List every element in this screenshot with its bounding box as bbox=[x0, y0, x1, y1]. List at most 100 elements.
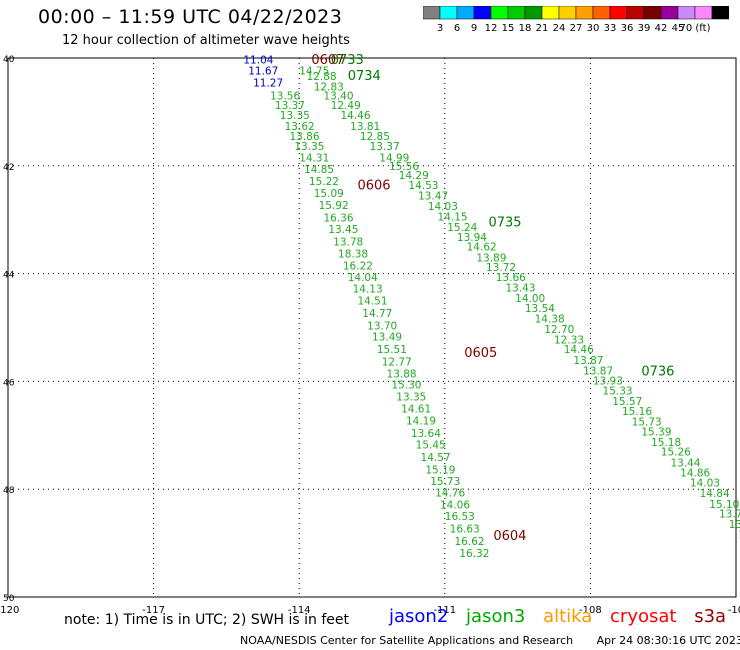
data-point-label: 16.63 bbox=[450, 524, 480, 536]
track-time-label: 0734 bbox=[348, 69, 381, 84]
track-time-label: 0605 bbox=[464, 346, 497, 361]
data-point-label: 13.62 bbox=[285, 121, 315, 133]
track-time-label: 0606 bbox=[357, 179, 390, 194]
data-point-label: 16.32 bbox=[459, 548, 489, 560]
data-point-label: 15.56 bbox=[389, 161, 419, 173]
data-point-label: 13.37 bbox=[275, 100, 305, 112]
data-point-label: 15.33 bbox=[603, 386, 633, 398]
data-point-label: 14.57 bbox=[421, 452, 451, 464]
data-point-label: 15.45 bbox=[416, 439, 446, 451]
data-point-label: 12.49 bbox=[331, 100, 361, 112]
data-point-label: 14.61 bbox=[401, 403, 431, 415]
data-point-label: 13.49 bbox=[372, 332, 402, 344]
data-point-label: 15.92 bbox=[319, 200, 349, 212]
y-tick-label: 50 bbox=[3, 594, 15, 604]
colorbar-label: 3 bbox=[437, 23, 443, 34]
x-tick-label: -111 bbox=[433, 605, 456, 616]
data-point-label: 13.87 bbox=[583, 366, 613, 378]
data-point-label: 12.85 bbox=[360, 131, 390, 143]
y-tick-label: 44 bbox=[3, 271, 15, 281]
y-tick-label: 42 bbox=[3, 163, 14, 173]
satellite-legend: jason2 jason3 altika cryosat s3a bbox=[389, 606, 738, 627]
data-point-label: 13.89 bbox=[476, 252, 506, 264]
x-tick-label: -117 bbox=[142, 605, 165, 616]
data-point-label: 14.03 bbox=[690, 478, 720, 490]
x-tick-label: -114 bbox=[288, 605, 311, 616]
data-point-label: 13.86 bbox=[289, 131, 319, 143]
x-tick-label: -108 bbox=[579, 605, 602, 616]
data-point-label: 14.04 bbox=[348, 272, 378, 284]
data-point-label: 16.36 bbox=[323, 213, 353, 225]
data-point-label: 13.44 bbox=[670, 457, 700, 469]
legend-item-cryosat: cryosat bbox=[610, 606, 677, 627]
colorbar-label: 33 bbox=[604, 23, 617, 34]
track-time-label: 0736 bbox=[641, 365, 674, 380]
data-point-label: 13.37 bbox=[370, 141, 400, 153]
data-point-label: 14.76 bbox=[435, 487, 465, 499]
colorbar-label: 6 bbox=[454, 23, 460, 34]
data-point-label: 14.31 bbox=[299, 153, 329, 165]
data-point-label: 15.26 bbox=[661, 446, 691, 458]
data-point-label: 16.22 bbox=[343, 261, 373, 273]
legend-item-jason2: jason2 bbox=[389, 606, 449, 627]
data-point-label: 11.27 bbox=[253, 77, 283, 89]
data-point-label: 15.93 bbox=[738, 529, 740, 541]
track-time-label: 0733 bbox=[331, 53, 364, 68]
data-point-label: 14.62 bbox=[467, 242, 497, 254]
data-point-label: 14.99 bbox=[379, 153, 409, 165]
data-point-label: 16.53 bbox=[445, 511, 475, 523]
data-point-label: 11.04 bbox=[243, 55, 273, 67]
data-point-label: 13.35 bbox=[396, 391, 426, 403]
colorbar-label: 70 (ft) bbox=[680, 23, 711, 34]
colorbar-label: 18 bbox=[519, 23, 532, 34]
plot-frame bbox=[7, 57, 737, 598]
data-point-label: 13.45 bbox=[328, 224, 358, 236]
data-point-label: 14.85 bbox=[304, 164, 334, 176]
data-point-label: 13.47 bbox=[418, 190, 448, 202]
page-subtitle: 12 hour collection of altimeter wave hei… bbox=[62, 33, 350, 48]
colorbar-label: 24 bbox=[553, 23, 566, 34]
y-tick-label: 48 bbox=[3, 486, 15, 496]
data-point-label: 12.83 bbox=[314, 82, 344, 94]
colorbar-label: 12 bbox=[485, 23, 498, 34]
track-time-label: 0604 bbox=[493, 529, 526, 544]
data-point-label: 15.10 bbox=[709, 499, 739, 511]
colorbar-label: 21 bbox=[536, 23, 549, 34]
data-point-label: 15.19 bbox=[425, 464, 455, 476]
y-tick-label: 40 bbox=[3, 55, 15, 65]
data-point-label: 13.81 bbox=[350, 121, 380, 133]
data-point-label: 14.75 bbox=[299, 65, 329, 77]
data-point-label: 15.30 bbox=[391, 380, 421, 392]
y-tick-label: 46 bbox=[3, 378, 15, 388]
data-point-label: 13.93 bbox=[593, 375, 623, 387]
data-point-label: 15.16 bbox=[622, 406, 652, 418]
data-point-label: 11.67 bbox=[248, 65, 278, 77]
colorbar-label: 27 bbox=[570, 23, 583, 34]
credit-timestamp: Apr 24 08:30:16 UTC 2023 bbox=[596, 634, 740, 647]
colorbar-label: 36 bbox=[621, 23, 634, 34]
data-point-label: 14.15 bbox=[438, 211, 468, 223]
credit-organization: NOAA/NESDIS Center for Satellite Applica… bbox=[240, 634, 574, 647]
data-point-label: 13.56 bbox=[270, 91, 300, 103]
data-point-label: 15.18 bbox=[651, 437, 681, 449]
data-point-label: 14.00 bbox=[515, 293, 545, 305]
colorbar-label: 15 bbox=[502, 23, 515, 34]
colorbar-label: 45 bbox=[672, 23, 685, 34]
data-point-label: 12.77 bbox=[382, 356, 412, 368]
data-point-label: 13.54 bbox=[525, 303, 555, 315]
data-point-label: 14.29 bbox=[399, 170, 429, 182]
legend-item-jason3: jason3 bbox=[466, 606, 526, 627]
data-point-label: 13.70 bbox=[367, 320, 397, 332]
colorbar-swatch bbox=[711, 6, 729, 20]
data-point-label: 13.72 bbox=[729, 519, 740, 531]
data-point-label: 13.43 bbox=[505, 283, 535, 295]
data-point-label: 13.72 bbox=[486, 262, 516, 274]
data-point-label: 14.51 bbox=[357, 296, 387, 308]
data-point-label: 13.66 bbox=[496, 272, 526, 284]
legend-item-altika: altika bbox=[543, 606, 593, 627]
data-point-label: 14.03 bbox=[428, 201, 458, 213]
data-point-label: 13.88 bbox=[387, 368, 417, 380]
data-point-label: 13.71 bbox=[719, 508, 740, 520]
